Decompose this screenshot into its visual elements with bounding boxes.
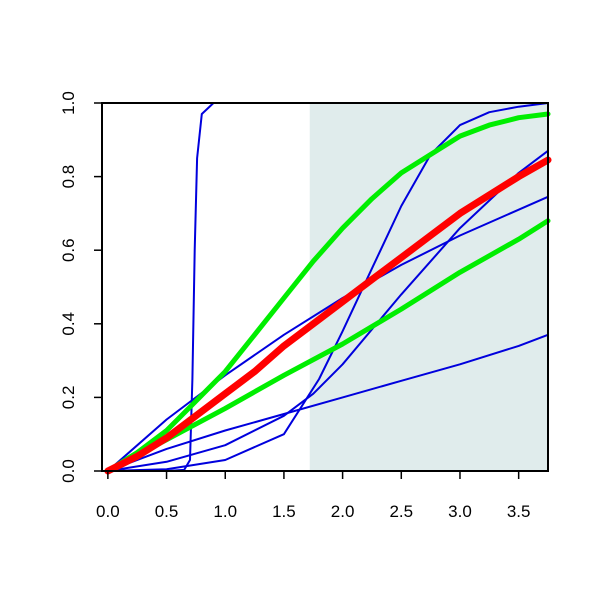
series-line-2 — [106, 102, 549, 472]
x-tick-label: 0.5 — [155, 502, 179, 521]
axes-layer: 0.0 0.5 1.0 1.5 2.0 2.5 3.0 3.5 0.0 0.2 0.4 0.6 0.8 1… — [59, 91, 549, 521]
y-tick-label: 1.0 — [59, 91, 78, 115]
shaded-region — [309, 103, 548, 471]
series-line-7 — [105, 218, 551, 474]
series-line-5 — [106, 333, 549, 472]
plot-area — [309, 103, 548, 471]
series-line-8 — [104, 156, 552, 475]
series-line-6 — [105, 111, 551, 474]
plot-frame — [101, 102, 549, 472]
x-tick-label: 3.0 — [448, 502, 472, 521]
series-layer — [104, 102, 552, 475]
series-line-3 — [106, 149, 549, 472]
y-tick-label: 0.6 — [59, 238, 78, 262]
x-tick-label: 1.0 — [213, 502, 237, 521]
x-tick-label: 2.5 — [389, 502, 413, 521]
y-tick-label: 0.2 — [59, 386, 78, 410]
x-tick-label: 3.5 — [507, 502, 531, 521]
y-tick-label: 0.4 — [59, 312, 78, 336]
x-tick-label: 0.0 — [96, 502, 120, 521]
y-tick-label: 0.0 — [59, 459, 78, 483]
y-tick-label: 0.8 — [59, 165, 78, 189]
x-tick-label: 1.5 — [272, 502, 296, 521]
x-tick-label: 2.0 — [331, 502, 355, 521]
